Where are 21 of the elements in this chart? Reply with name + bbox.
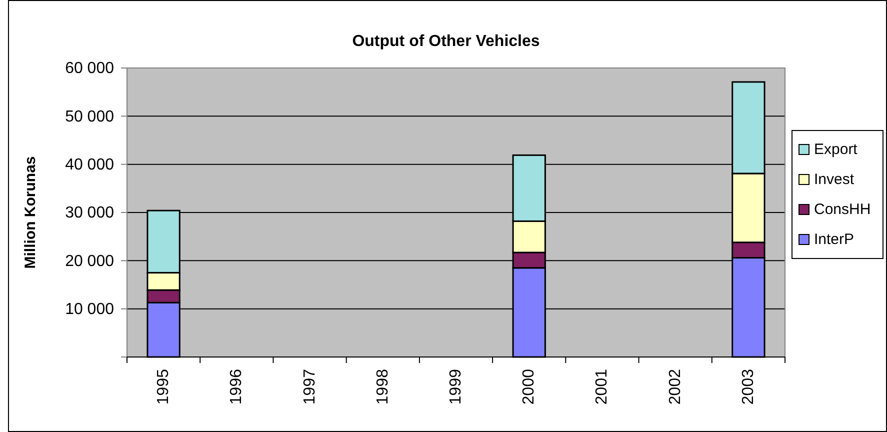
x-tick-label: 1999	[448, 368, 464, 405]
legend-label: InterP	[814, 231, 854, 248]
legend-label: Invest	[814, 171, 855, 188]
y-tick-label: 60 000	[65, 60, 114, 78]
legend-label: ConsHH	[814, 201, 871, 218]
y-tick-label: 30 000	[65, 204, 114, 222]
y-tick-label: 10 000	[65, 300, 114, 318]
y-tick-label: 50 000	[65, 108, 114, 126]
y-axis-title: Million Korunas	[22, 156, 39, 269]
legend-label: Export	[814, 141, 858, 158]
x-tick-label: 1997	[301, 368, 318, 405]
x-tick-label: 1996	[228, 368, 246, 405]
x-tick-label: 2000	[520, 368, 538, 405]
x-tick-label: 1995	[155, 368, 172, 405]
y-tick-label: 20 000	[65, 252, 114, 270]
x-tick-label: 2003	[740, 368, 757, 405]
x-tick-label: 2002	[666, 368, 684, 405]
chart-title: Output of Other Vehicles	[352, 33, 540, 50]
x-tick-label: 2001	[594, 368, 611, 405]
y-tick-label: 40 000	[65, 156, 114, 174]
x-tick-label: 1998	[374, 368, 392, 405]
